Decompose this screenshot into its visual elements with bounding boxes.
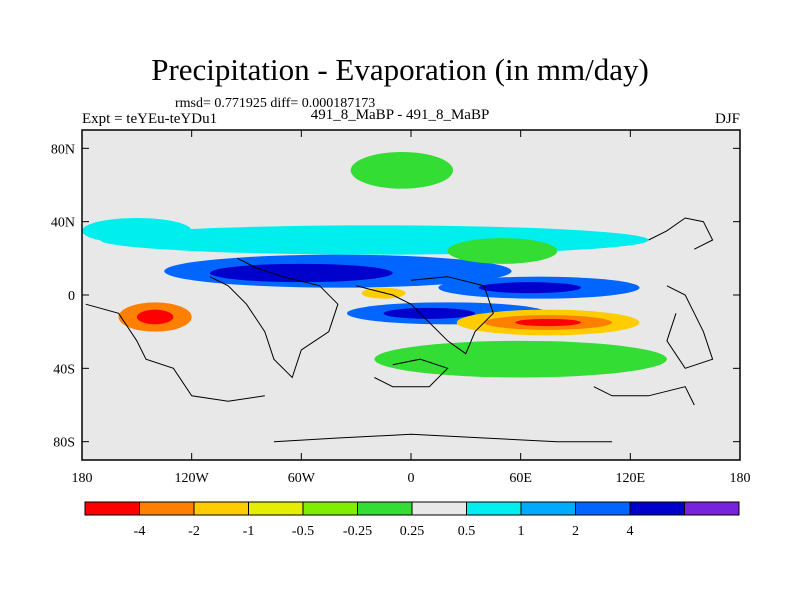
- lon-tick-label: 60W: [288, 471, 316, 486]
- field-green-subtropic-north: [447, 238, 558, 264]
- colorbar-swatch: [411, 501, 467, 516]
- lon-tick-label: 120E: [616, 471, 646, 486]
- field-wet-belt-north-core: [209, 263, 393, 283]
- coastline-0: [85, 303, 265, 402]
- colorbar-swatch: [629, 501, 685, 516]
- colorbar-label: -1: [243, 524, 255, 539]
- colorbar-swatch: [139, 501, 195, 516]
- field-dry-indian-south-core: [515, 318, 581, 327]
- center-string: 491_8_MaBP - 491_8_MaBP: [310, 107, 490, 123]
- lon-tick-label: 180: [72, 471, 93, 486]
- coastline-1: [209, 257, 339, 379]
- lon-tick-label: 120W: [175, 471, 210, 486]
- lat-tick-label: 40N: [51, 216, 75, 231]
- colorbar-label: 2: [572, 524, 579, 539]
- lat-tick-label: 0: [68, 289, 75, 304]
- colorbar-label: -0.5: [292, 524, 314, 539]
- field-wet-belt-south-core: [383, 307, 475, 319]
- coastline-2: [356, 276, 494, 355]
- lon-tick-label: 0: [408, 471, 415, 486]
- colorbar-label: -4: [134, 524, 146, 539]
- map-axes: 180 120W 60W 0 60E 120E 180 80N 40N 0 40S 80S: [51, 130, 751, 486]
- left-string: Expt = teYEu-teYDu1: [82, 111, 218, 127]
- colorbar-label: 1: [518, 524, 525, 539]
- field-dry-pacific-south-core: [136, 309, 174, 325]
- colorbar-swatch: [248, 501, 304, 516]
- colorbar-label: -2: [188, 524, 200, 539]
- colorbar-swatch: [302, 501, 358, 516]
- colorbar-swatch: [684, 501, 740, 516]
- field-wet-belt-east-core: [478, 282, 581, 294]
- colorbar-label: 0.25: [400, 524, 425, 539]
- colorbar-swatch: [575, 501, 631, 516]
- stats-line: rmsd= 0.771925 diff= 0.000187173: [175, 96, 376, 111]
- colorbar-label: -0.25: [343, 524, 372, 539]
- coastline-4: [593, 386, 695, 406]
- coastline-6: [273, 433, 613, 443]
- field-cyan-band-west: [82, 218, 192, 244]
- lat-tick-label: 80N: [51, 142, 75, 157]
- colorbar-swatch: [466, 501, 522, 516]
- coastline-3: [666, 285, 714, 369]
- colorbar-label: 0.5: [458, 524, 476, 539]
- coastlines: [85, 217, 714, 443]
- colorbar-label: 4: [627, 524, 634, 539]
- lon-tick-label: 180: [730, 471, 751, 486]
- colorbar: -4 -2 -1 -0.5 -0.25 0.25 0.5 1 2 4: [84, 501, 740, 539]
- colorbar-swatch: [193, 501, 249, 516]
- colorbar-swatch: [84, 501, 140, 516]
- coastline-5: [374, 358, 449, 388]
- lon-tick-label: 60E: [509, 471, 532, 486]
- colorbar-swatch: [357, 501, 413, 516]
- lat-tick-label: 80S: [53, 436, 75, 451]
- lat-tick-label: 40S: [53, 362, 75, 377]
- right-string: DJF: [714, 111, 740, 127]
- colorbar-swatch: [520, 501, 576, 516]
- coastline-7: [648, 217, 714, 250]
- field-green-arctic: [350, 152, 454, 189]
- plot-title: Precipitation - Evaporation (in mm/day): [151, 52, 649, 87]
